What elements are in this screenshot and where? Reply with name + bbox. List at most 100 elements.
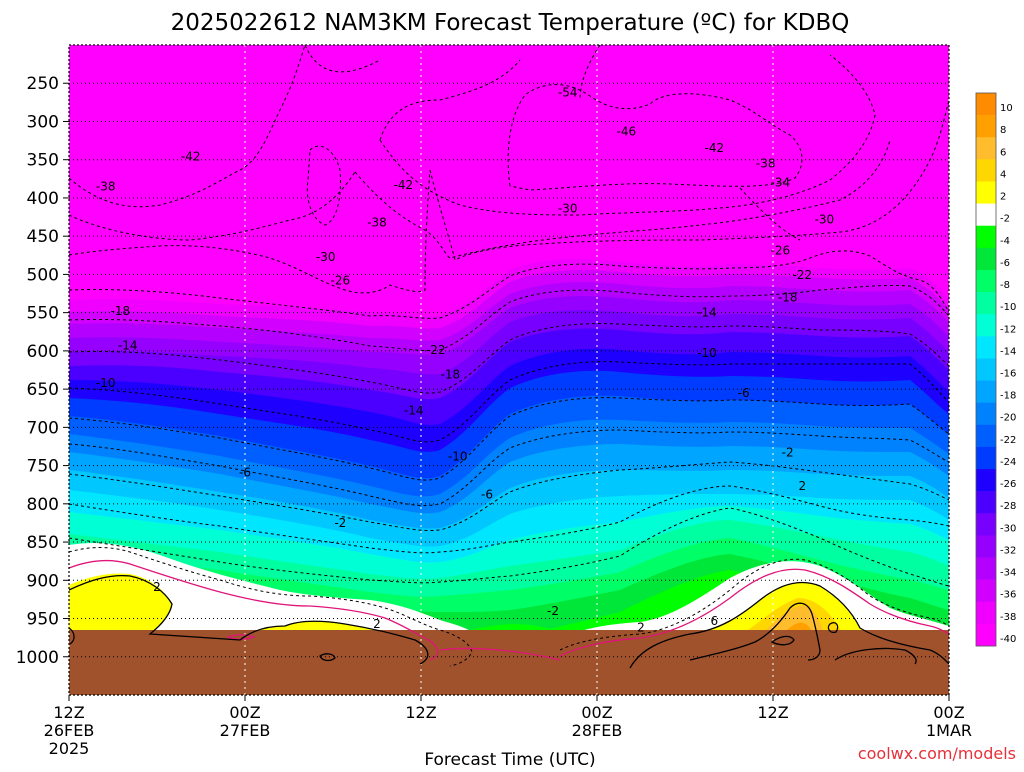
contour-plus10: [770, 635, 795, 646]
colorbar-swatch: [976, 380, 996, 403]
contour-label: -14: [404, 404, 424, 418]
contour-label: -6: [481, 488, 493, 502]
contour-minus54: [507, 84, 803, 191]
contour-label: -2: [782, 446, 794, 460]
colorbar-swatch: [976, 159, 996, 182]
contour-label: -6: [239, 465, 251, 479]
contour-plus2: [69, 574, 949, 669]
contour-label: -10: [448, 449, 468, 463]
contour-label: -22: [426, 343, 446, 357]
x-tick-label: 12Z: [53, 703, 84, 722]
colorbar-label: 6: [1000, 147, 1006, 158]
contour-label: -14: [697, 306, 717, 320]
y-tick-label: 600: [27, 342, 59, 362]
colorbar-swatch: [976, 314, 996, 337]
source-credit: coolwx.com/models: [858, 744, 1016, 763]
contour-minus10: [69, 485, 949, 554]
colorbar-swatch: [976, 402, 996, 426]
x-tick-label: 12Z: [405, 703, 436, 722]
colorbar-swatch: [976, 203, 996, 227]
contour-minus34: [69, 284, 949, 352]
colorbar-swatch: [976, 336, 996, 359]
contour-minus30: [69, 323, 949, 394]
contour-label: -42: [181, 150, 201, 164]
y-tick-label: 350: [27, 151, 59, 171]
contour-label: -26: [331, 274, 351, 288]
y-tick-label: 550: [27, 304, 59, 324]
contour-label: -2: [334, 516, 346, 530]
colorbar-label: 2: [1000, 192, 1006, 203]
colorbar-swatch: [976, 535, 996, 558]
colorbar-label: -26: [1000, 479, 1016, 490]
x-tick-label: 1MAR: [926, 721, 972, 740]
contour-label: -30: [316, 250, 336, 264]
colorbar-label: -32: [1000, 545, 1016, 556]
colorbar-label: -6: [1000, 258, 1010, 269]
colorbar-label: -36: [1000, 590, 1016, 601]
contour-label: -38: [367, 215, 387, 229]
contour-label: -38: [96, 179, 116, 193]
colorbar-swatch: [976, 601, 996, 625]
y-tick-label: 450: [27, 227, 59, 247]
contour-label: -14: [118, 339, 138, 353]
colorbar-swatch: [976, 358, 996, 381]
contour-label: -30: [558, 202, 578, 216]
y-tick-label: 750: [27, 457, 59, 477]
colorbar-swatch: [976, 225, 996, 249]
contour-label: -22: [793, 268, 813, 282]
colorbar-label: 10: [1000, 103, 1013, 114]
contour-minus18: [69, 429, 949, 507]
contour-label: -6: [738, 386, 750, 400]
contour-label: -10: [96, 376, 116, 390]
y-tick-label: 650: [27, 380, 59, 400]
colorbar-label: -4: [1000, 236, 1010, 247]
contour-label: -18: [441, 368, 461, 382]
contour-label: 2: [637, 621, 645, 635]
contour-minus46: [69, 45, 891, 259]
x-tick-label: 12Z: [757, 703, 788, 722]
colorbar-label: 8: [1000, 125, 1006, 136]
colorbar-label: -34: [1000, 568, 1016, 579]
colorbar-swatch: [976, 181, 996, 204]
colorbar-swatch: [976, 469, 996, 492]
x-tick-label: 00Z: [229, 703, 260, 722]
plot-frame: [68, 44, 950, 696]
contour-label: -30: [815, 212, 835, 226]
contour-label: -54: [558, 85, 578, 99]
contour-label: -10: [697, 346, 717, 360]
contour-label: -38: [756, 157, 776, 171]
y-tick-label: 250: [27, 74, 59, 94]
x-tick-label: 27FEB: [220, 721, 271, 740]
colorbar-label: -14: [1000, 346, 1016, 357]
contour-label: 2: [373, 617, 381, 631]
colorbar-label: -20: [1000, 413, 1016, 424]
colorbar-swatch: [976, 623, 996, 647]
colorbar-label: -12: [1000, 324, 1016, 335]
colorbar-label: -10: [1000, 302, 1016, 313]
colorbar-swatch: [976, 292, 996, 315]
contour-label: 2: [799, 479, 807, 493]
x-tick-label: 00Z: [581, 703, 612, 722]
contour-label: -18: [778, 290, 798, 304]
contour-label: 6: [711, 614, 719, 628]
colorbar-label: -40: [1000, 634, 1016, 645]
colorbar-label: -2: [1000, 214, 1010, 225]
colorbar-label: -28: [1000, 501, 1016, 512]
contour-label: -42: [394, 178, 414, 192]
contour-labels: -54-46-42-42-42-38-38-38-34-30-30-30-26-…: [96, 85, 834, 634]
contour-minus14: [69, 461, 949, 531]
contour-label: 2: [153, 580, 161, 594]
contour-lines: [69, 45, 949, 669]
colorbar-swatch: [976, 513, 996, 536]
colorbar-label: 4: [1000, 169, 1006, 180]
y-tick-label: 500: [27, 265, 59, 285]
colorbar: 10 8 6 4 2 -2 -4 -6 -8 -10 -12 -14 -16 -18 -20 -22 -24 -2…: [975, 92, 1016, 647]
contour-minus42: [69, 99, 949, 294]
x-tick-label: 28FEB: [572, 721, 623, 740]
x-tick-label: 26FEB: [44, 721, 95, 740]
colorbar-label: -8: [1000, 280, 1010, 291]
y-tick-label: 1000: [16, 648, 59, 668]
contour-minus38: [69, 187, 949, 319]
colorbar-label: -38: [1000, 612, 1016, 623]
